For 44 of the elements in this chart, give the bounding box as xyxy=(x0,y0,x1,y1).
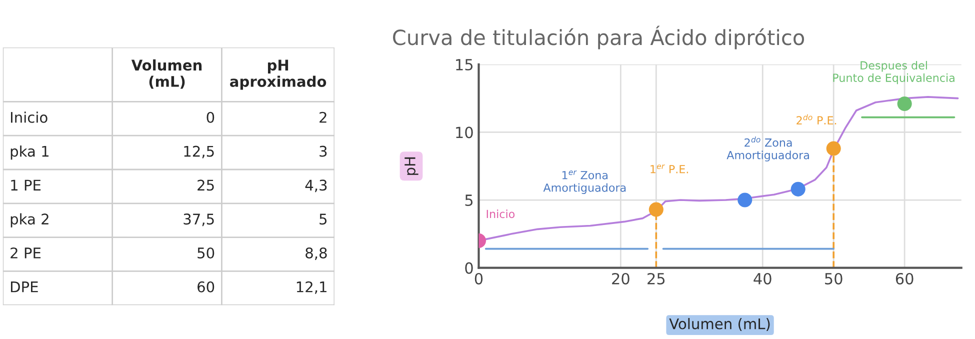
x-tick-label: 40 xyxy=(754,272,772,284)
y-tick-label: 10 xyxy=(456,126,473,138)
category-label: pka 1 xyxy=(10,145,49,160)
data-label: 4,3 xyxy=(305,180,327,192)
data-label: 2 xyxy=(320,112,326,123)
data-label: 0 xyxy=(206,112,214,123)
category-label: pka 2 xyxy=(10,213,48,228)
category-label: Inicio xyxy=(10,112,48,123)
annotation: Inicio xyxy=(486,210,515,218)
data-label: 12,1 xyxy=(296,281,326,294)
x-tick-label: 0 xyxy=(474,272,483,284)
y-axis-title: pH xyxy=(404,157,418,175)
data-label: 60 xyxy=(198,281,214,292)
x-tick-label: 50 xyxy=(825,272,842,284)
data-label: 12,5 xyxy=(184,146,214,158)
category-label: DPE xyxy=(10,282,38,292)
data-label: 3 xyxy=(320,146,327,157)
point xyxy=(738,192,752,208)
data-label: 8,8 xyxy=(306,247,327,260)
text: pH aproximado xyxy=(230,60,326,90)
annotation: 1$^{er}$ Zona Amortiguadora xyxy=(543,170,626,194)
data-label: 50 xyxy=(198,247,214,258)
category-label: 2 PE xyxy=(10,247,41,258)
x-tick-label: 20 xyxy=(612,272,630,284)
point xyxy=(897,96,912,112)
category-label: 1 PE xyxy=(11,180,41,190)
y-tick-label: 0 xyxy=(465,262,473,274)
data-label: 37,5 xyxy=(184,214,214,226)
annotation: 2$^{do}$ Zona Amortiguadora xyxy=(726,136,809,162)
point xyxy=(826,141,841,156)
x-axis-title: Volumen (mL) xyxy=(669,318,770,332)
annotation: 1$^{er}$ P.E. xyxy=(650,164,688,174)
point xyxy=(790,182,806,196)
chart-title: Curva de titulación para Ácido diprótico xyxy=(393,26,804,50)
point xyxy=(648,202,664,217)
data-label: 25 xyxy=(198,180,214,191)
annotation: 2$^{do}$ P.E. xyxy=(796,114,836,124)
annotation: Despues del Punto de Equivalencia xyxy=(833,60,954,84)
y-tick-label: 15 xyxy=(456,59,473,70)
x-tick-label: 25 xyxy=(648,272,665,284)
y-tick-label: 5 xyxy=(465,194,473,206)
text: Volumen (mL) xyxy=(131,59,202,89)
data-label: 5 xyxy=(320,214,327,225)
x-tick-label: 60 xyxy=(896,272,914,284)
